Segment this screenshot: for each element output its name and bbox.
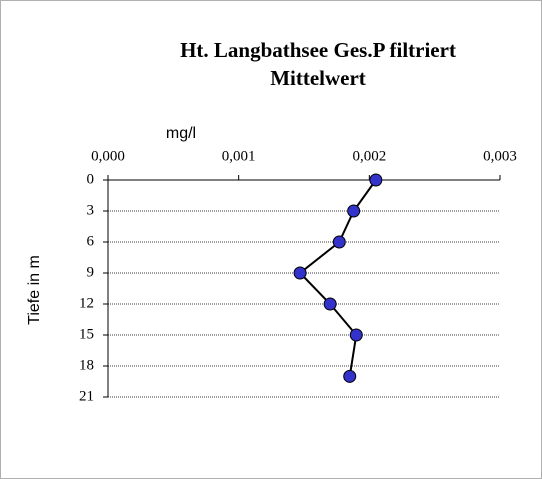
y-tick-label: 15 xyxy=(79,326,94,342)
chart-subtitle: Mittelwert xyxy=(270,66,366,90)
x-tick-label: 0,003 xyxy=(483,148,517,164)
y-tick-label: 12 xyxy=(79,295,94,311)
y-axis-label: Tiefe in m xyxy=(26,255,43,325)
y-tick-label: 9 xyxy=(87,264,95,280)
y-tick-label: 21 xyxy=(79,388,94,404)
x-tick-label: 0,002 xyxy=(352,148,386,164)
x-tick-label: 0,000 xyxy=(91,148,125,164)
data-point xyxy=(332,235,346,249)
chart-title: Ht. Langbathsee Ges.P filtriert xyxy=(180,38,456,62)
data-point xyxy=(323,297,337,311)
y-tick-label: 3 xyxy=(87,202,95,218)
data-point xyxy=(343,369,357,383)
data-point xyxy=(349,328,363,342)
y-tick-label: 6 xyxy=(87,233,95,249)
y-tick-label: 0 xyxy=(87,171,95,187)
data-point xyxy=(347,204,361,218)
data-point xyxy=(369,173,383,187)
x-axis-label: mg/l xyxy=(166,125,196,142)
data-point xyxy=(293,266,307,280)
x-tick-label: 0,001 xyxy=(222,148,256,164)
y-tick-label: 18 xyxy=(79,357,94,373)
